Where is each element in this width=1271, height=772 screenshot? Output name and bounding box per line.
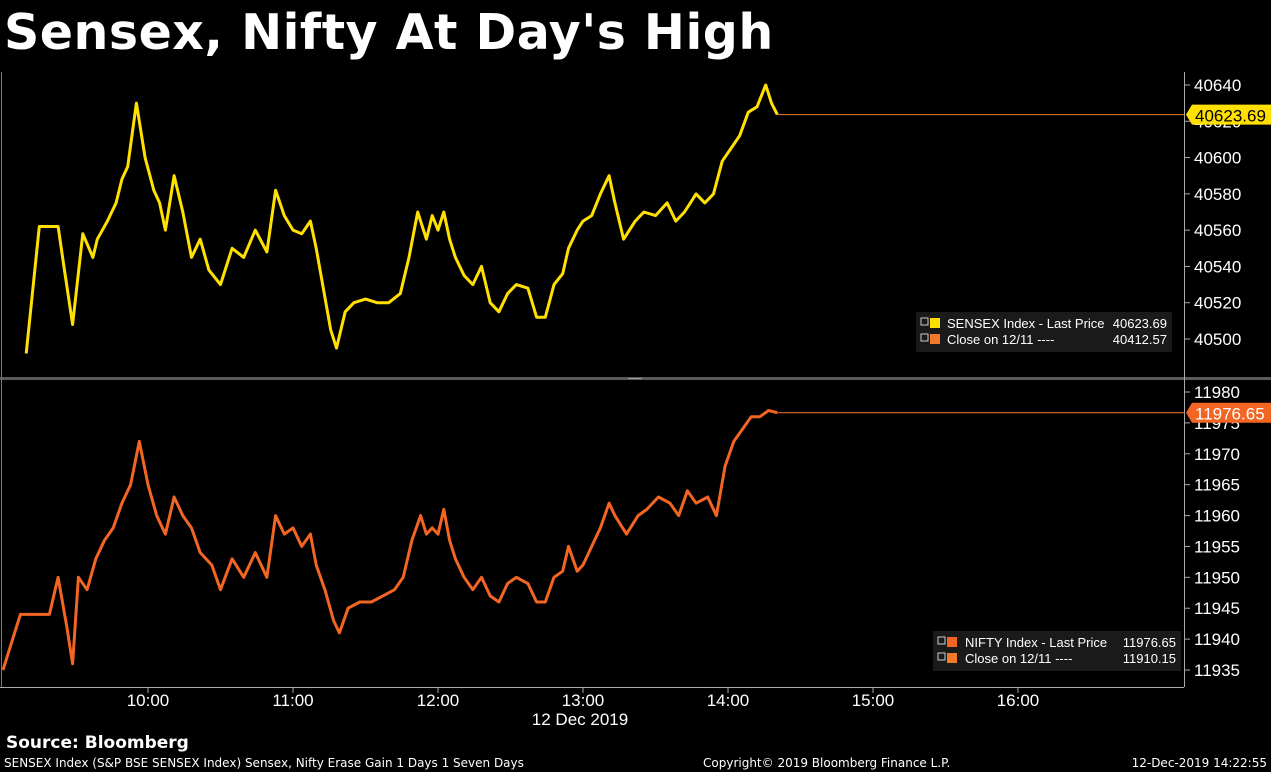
nifty-ytick-label: 11980 — [1194, 383, 1240, 402]
x-tick-label: 14:00 — [707, 691, 750, 710]
nifty-ytick-label: 11960 — [1194, 507, 1240, 526]
sensex-last-price-label: 40623.69 — [1195, 107, 1266, 126]
panel-divider-handle — [628, 378, 642, 379]
nifty-legend-box — [933, 631, 1181, 671]
sensex-ytick-label: 40560 — [1194, 221, 1241, 240]
nifty-last-price-tag — [1186, 402, 1271, 423]
sensex-ytick-label: 40540 — [1194, 257, 1241, 276]
nifty-legend-toggle — [937, 636, 946, 645]
sensex-legend-swatch — [930, 318, 940, 328]
nifty-ytick-label: 11965 — [1194, 476, 1240, 495]
nifty-ytick-label: 11945 — [1194, 599, 1240, 618]
nifty-legend-toggle — [937, 652, 946, 661]
sensex-ytick-label: 40500 — [1194, 330, 1241, 349]
nifty-ytick-label: 11970 — [1194, 445, 1240, 464]
x-tick-label: 13:00 — [562, 691, 605, 710]
x-date-label: 12 Dec 2019 — [532, 710, 628, 729]
nifty-ytick-label: 11955 — [1194, 537, 1240, 556]
x-tick-label: 16:00 — [997, 691, 1040, 710]
footer-timestamp: 12-Dec-2019 14:22:55 — [1131, 756, 1267, 770]
sensex-ytick-label: 40580 — [1194, 185, 1241, 204]
sensex-legend-swatch — [930, 334, 940, 344]
nifty-legend-label: Close on 12/11 ---- — [965, 651, 1072, 666]
nifty-legend-value: 11910.15 — [1123, 651, 1176, 666]
x-tick-label: 15:00 — [852, 691, 895, 710]
sensex-legend-box — [916, 312, 1172, 352]
nifty-price-line — [1, 409, 778, 671]
x-tick-label: 12:00 — [417, 691, 460, 710]
footer-copyright: Copyright© 2019 Bloomberg Finance L.P. — [703, 756, 951, 770]
sensex-legend-value: 40412.57 — [1113, 332, 1167, 347]
nifty-last-price-label: 11976.65 — [1195, 405, 1265, 424]
footer-description: SENSEX Index (S&P BSE SENSEX Index) Sens… — [4, 756, 524, 770]
x-tick-label: 10:00 — [127, 691, 170, 710]
x-tick-label: 11:00 — [272, 691, 313, 710]
sensex-last-price-tag — [1186, 104, 1271, 125]
nifty-ytick-label: 11935 — [1194, 661, 1240, 680]
sensex-price-line — [24, 83, 779, 354]
nifty-legend-swatch — [947, 637, 957, 647]
sensex-ytick-label: 40600 — [1194, 149, 1241, 168]
sensex-legend-label: Close on 12/11 ---- — [947, 332, 1054, 347]
sensex-legend-value: 40623.69 — [1113, 316, 1167, 331]
nifty-legend-value: 11976.65 — [1123, 635, 1176, 650]
nifty-ytick-label: 11950 — [1194, 568, 1240, 587]
sensex-ytick-label: 40640 — [1194, 76, 1241, 95]
nifty-legend-swatch — [947, 653, 957, 663]
nifty-legend-label: NIFTY Index - Last Price — [965, 635, 1107, 650]
chart-title: Sensex, Nifty At Day's High — [4, 4, 774, 61]
sensex-legend-toggle — [920, 333, 929, 342]
nifty-ytick-label: 11940 — [1194, 630, 1240, 649]
sensex-legend-toggle — [920, 317, 929, 326]
source-label: Source: Bloomberg — [6, 733, 189, 753]
sensex-ytick-label: 40520 — [1194, 294, 1241, 313]
sensex-legend-label: SENSEX Index - Last Price — [947, 316, 1105, 331]
